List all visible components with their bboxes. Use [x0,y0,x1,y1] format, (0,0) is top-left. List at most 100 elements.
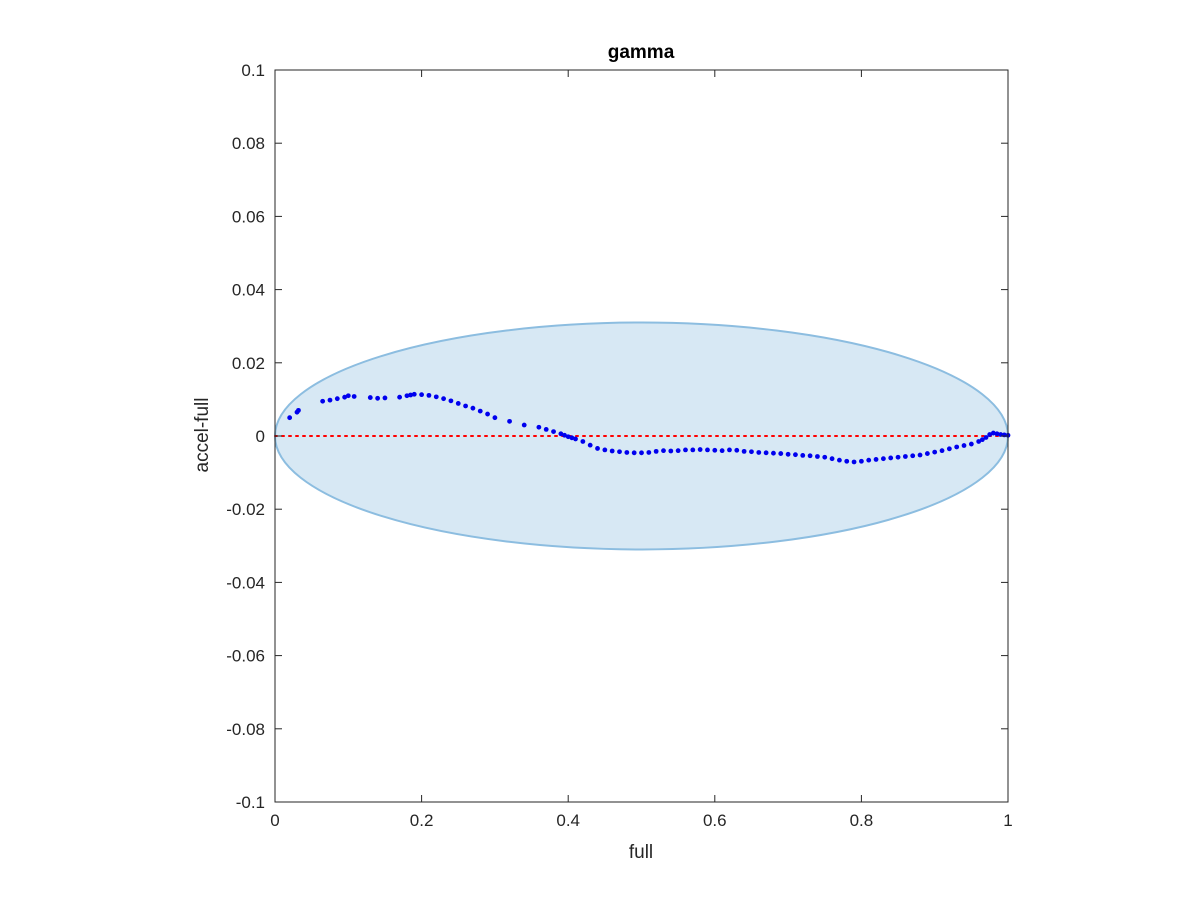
data-point [902,454,908,459]
y-tick-label: -0.04 [226,573,265,592]
data-point [880,456,886,462]
data-point [807,453,813,459]
y-tick-label: -0.08 [226,720,265,739]
data-point [979,437,985,443]
y-tick-label: -0.02 [226,500,265,519]
data-point [573,436,578,442]
data-point [866,457,872,463]
data-point [749,449,754,455]
data-point [419,392,424,398]
data-point [477,408,483,414]
data-point [763,450,769,456]
data-point [771,450,776,456]
data-point [822,454,828,460]
data-point [296,407,301,413]
data-point [287,415,293,421]
data-point [910,453,916,459]
data-point [617,449,622,455]
data-point [793,452,798,458]
data-point [741,448,747,454]
data-point [924,451,930,456]
x-tick-label: 0 [270,811,279,830]
data-point [778,451,784,456]
data-point [983,435,989,440]
data-point [334,396,340,402]
data-point [976,439,982,444]
data-point [367,395,373,400]
data-point [987,432,993,437]
data-point [543,427,549,432]
data-point [375,395,381,401]
data-point [756,450,762,455]
data-point [411,391,417,397]
data-point [580,439,586,444]
data-point [345,393,351,399]
data-point [785,451,791,457]
y-tick-label: 0.06 [232,207,265,226]
x-axis-label: full [629,842,653,863]
data-point [404,393,410,399]
data-point [653,448,659,454]
data-point [342,394,348,400]
data-point [661,448,666,454]
data-point [569,435,575,441]
data-point [719,448,725,454]
data-point [800,452,806,458]
data-point [609,448,615,454]
chart-title: gamma [608,42,675,63]
data-point [829,456,835,462]
y-tick-label: 0 [256,427,265,446]
data-point [587,442,593,448]
data-point [727,447,732,453]
data-point [426,392,432,398]
x-tick-label: 1 [1003,811,1012,830]
data-point [932,449,938,455]
data-point [455,401,461,406]
data-point [690,447,696,453]
data-point [895,454,901,460]
x-tick-label: 0.4 [556,811,580,830]
axis-ticks: 0 0.2 0.4 0.6 0.8 1 0.1 0.08 0.06 0.04 0.02 0 -0.02 -… [226,61,1012,830]
data-point [683,447,688,453]
data-point [888,455,894,461]
data-point [668,448,674,454]
data-point [433,394,439,400]
data-point [961,443,967,448]
data-point [705,447,710,453]
data-point [873,457,879,462]
data-series [287,391,1011,465]
data-point [463,403,468,409]
data-point [994,431,1000,437]
data-point [602,447,608,453]
data-point [712,447,718,453]
data-point [408,392,414,398]
x-tick-label: 0.6 [703,811,727,830]
plot-area [274,321,1011,551]
data-point [327,397,333,403]
data-point [320,398,326,404]
data-point [815,454,820,459]
data-point [917,452,923,458]
data-point [595,446,600,451]
data-point [954,444,960,450]
data-point [492,415,498,421]
x-tick-label: 0.2 [410,811,434,830]
data-point [968,441,974,447]
data-point [675,448,681,454]
data-point [558,431,564,437]
data-point [837,457,842,463]
data-point [844,458,850,464]
data-point [946,446,952,452]
data-point [448,398,454,404]
data-point [565,434,571,440]
data-point [851,459,857,465]
data-point [639,450,644,456]
data-point [485,411,490,417]
data-point [507,418,512,424]
data-point [990,430,996,436]
data-point [734,447,740,453]
data-point [697,447,703,452]
data-point [397,394,403,400]
y-tick-label: -0.06 [226,647,265,666]
y-tick-label: 0.02 [232,354,265,373]
